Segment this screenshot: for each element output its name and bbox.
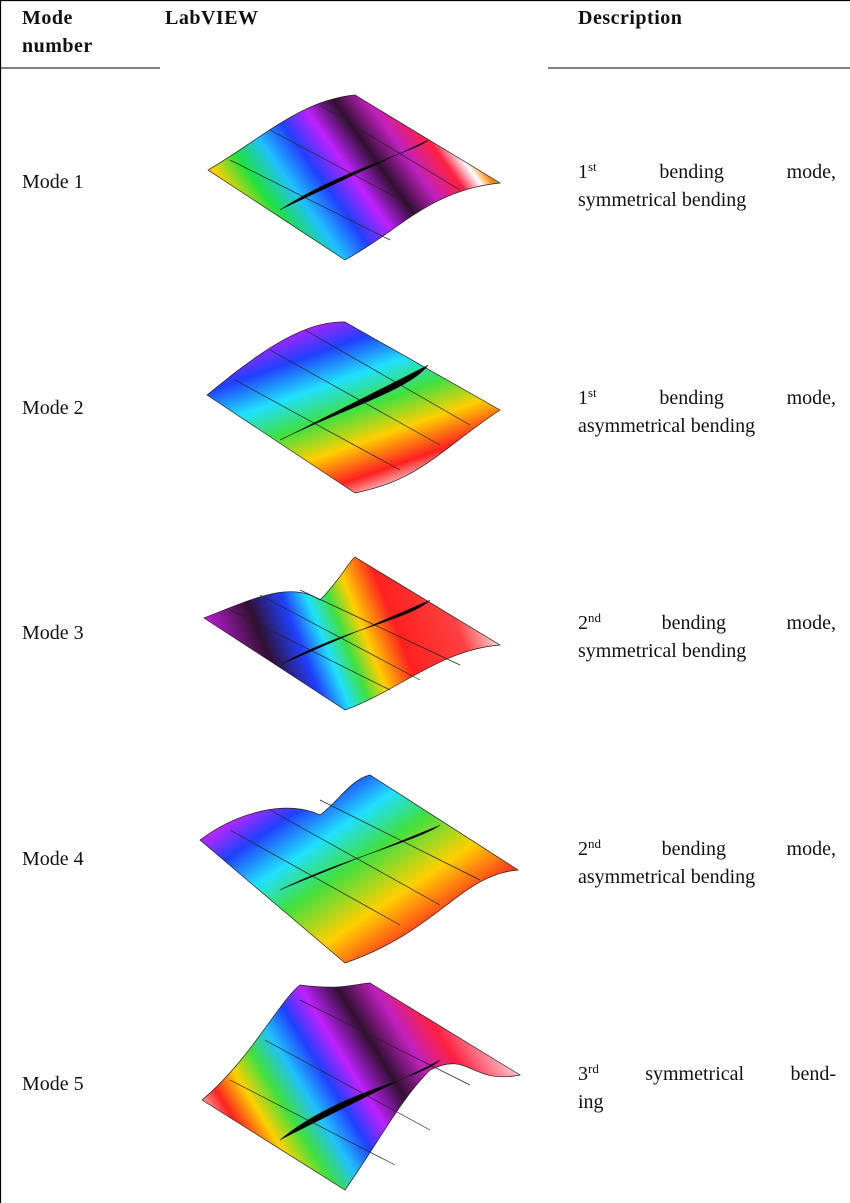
mode-shape-5 bbox=[202, 983, 520, 1190]
ordinal-suffix: st bbox=[588, 385, 597, 400]
page: Mode number LabVIEW Description Mode 11s… bbox=[0, 0, 850, 1203]
description-text: symmetrical bend- bbox=[645, 1063, 836, 1085]
description-line: ing bbox=[578, 1088, 836, 1116]
description: 2nd bending mode,asymmetrical bending bbox=[578, 835, 836, 891]
mode-shape-4 bbox=[200, 775, 518, 963]
ordinal: 2 bbox=[578, 838, 588, 860]
mode-label: Mode 2 bbox=[22, 394, 84, 422]
description-line: 3rd symmetrical bend- bbox=[578, 1060, 836, 1088]
ordinal-suffix: rd bbox=[588, 1061, 599, 1076]
header-cell: Description bbox=[578, 4, 682, 32]
description-text: bending mode, bbox=[662, 612, 836, 634]
description-text: bending mode, bbox=[659, 387, 836, 409]
description-line: asymmetrical bending bbox=[578, 412, 836, 440]
description-text: bending mode, bbox=[659, 161, 836, 183]
ordinal: 1 bbox=[578, 387, 588, 409]
mode-shape-1 bbox=[208, 95, 500, 260]
mode-shape-3 bbox=[204, 557, 500, 710]
description-line: 2nd bending mode, bbox=[578, 835, 836, 863]
mode-label: Mode 1 bbox=[22, 168, 84, 196]
description-line: symmetrical bending bbox=[578, 186, 836, 214]
mode-label: Mode 3 bbox=[22, 619, 84, 647]
description-line: symmetrical bending bbox=[578, 637, 836, 665]
description-line: asymmetrical bending bbox=[578, 863, 836, 891]
description: 1st bending mode,symmetrical bending bbox=[578, 158, 836, 214]
description: 2nd bending mode,symmetrical bending bbox=[578, 609, 836, 665]
description-line: 2nd bending mode, bbox=[578, 609, 836, 637]
ordinal: 2 bbox=[578, 612, 588, 634]
description-line: 1st bending mode, bbox=[578, 158, 836, 186]
ordinal-suffix: nd bbox=[588, 610, 601, 625]
header-cell: LabVIEW bbox=[165, 4, 259, 32]
ordinal-suffix: nd bbox=[588, 836, 601, 851]
header-cell: Mode number bbox=[22, 4, 132, 60]
description: 3rd symmetrical bend-ing bbox=[578, 1060, 836, 1116]
description-text: bending mode, bbox=[662, 838, 836, 860]
ordinal: 3 bbox=[578, 1063, 588, 1085]
mode-label: Mode 4 bbox=[22, 845, 84, 873]
ordinal-suffix: st bbox=[588, 159, 597, 174]
description-line: 1st bending mode, bbox=[578, 384, 836, 412]
ordinal: 1 bbox=[578, 161, 588, 183]
mode-label: Mode 5 bbox=[22, 1070, 84, 1098]
description: 1st bending mode,asymmetrical bending bbox=[578, 384, 836, 440]
mode-shape-2 bbox=[207, 322, 500, 493]
